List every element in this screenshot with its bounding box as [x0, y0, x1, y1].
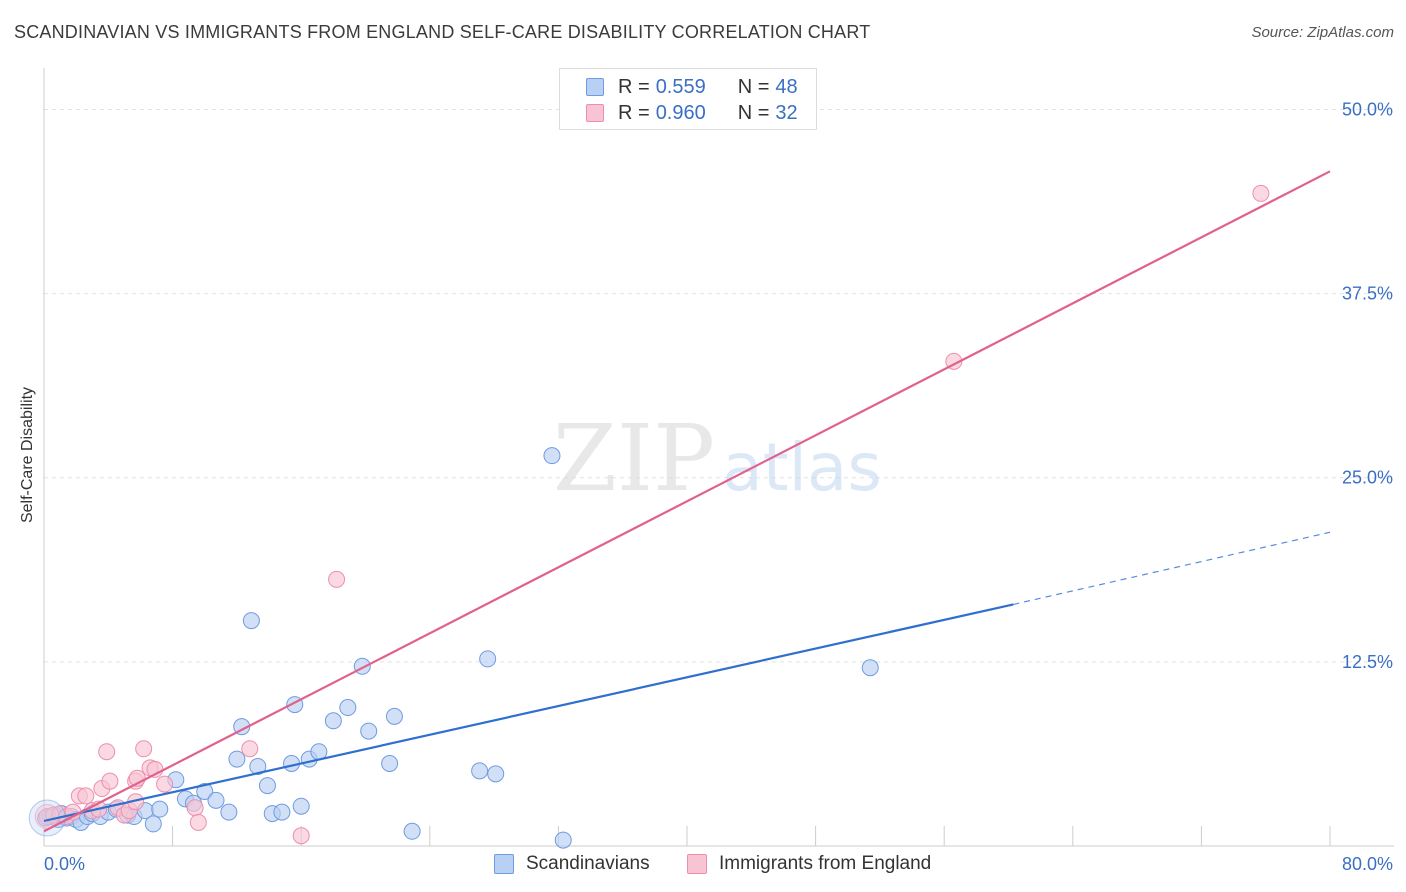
legend-n-value: 32: [775, 101, 798, 124]
x-tick-label: 80.0%: [1342, 854, 1393, 874]
scandinavian-point: [381, 755, 399, 773]
watermark: ZIP atlas: [553, 405, 882, 512]
england-point: [135, 740, 153, 758]
scandinavian-point: [324, 712, 342, 730]
scandinavian-point: [228, 750, 246, 768]
bottom-legend-england: Immigrants from England: [687, 852, 931, 876]
scandinavian-point: [487, 765, 505, 783]
scandinavian-point: [292, 797, 310, 815]
england-point: [189, 813, 207, 831]
scandinavian-point: [151, 800, 169, 818]
source-credit: Source: ZipAtlas.com: [1251, 24, 1394, 41]
scandinavian-point: [479, 650, 497, 668]
scandinavian-point: [258, 777, 276, 795]
scandinavian-trend-line: [43, 603, 1014, 823]
y-tick-label: 12.5%: [1342, 652, 1393, 672]
y-tick-label: 37.5%: [1342, 284, 1393, 304]
scandinavian-point: [220, 803, 238, 821]
bottom-legend-label: Scandinavians: [526, 853, 650, 874]
scandinavian-point: [360, 722, 378, 740]
scandinavian-point: [403, 822, 421, 840]
watermark-atlas: atlas: [722, 429, 882, 506]
scandinavian-point: [385, 707, 403, 725]
scandinavian-point: [249, 757, 267, 775]
england-point: [77, 787, 95, 805]
scandinavian-point: [196, 782, 214, 800]
legend-r-label: R =: [618, 101, 650, 124]
trend-layer: [43, 170, 1331, 833]
scandinavian-point: [242, 612, 260, 630]
bottom-legend-scandinavians: Scandinavians: [494, 852, 650, 876]
bottom-legend-label: Immigrants from England: [719, 853, 932, 874]
legend-row-scandinavians: R = 0.559 N = 48: [586, 75, 798, 99]
scandinavian-point: [273, 803, 291, 821]
england-point: [186, 799, 204, 817]
england-point: [101, 772, 119, 790]
scandinavian-point: [861, 659, 879, 677]
y-tick-label: 25.0%: [1342, 468, 1393, 488]
england-point: [1252, 184, 1270, 202]
scandinavian-point: [144, 815, 162, 833]
legend-swatch-blue: [586, 78, 604, 96]
legend-r-label: R =: [618, 75, 650, 98]
legend-row-england: R = 0.960 N = 32: [586, 101, 798, 125]
points-layer: [28, 184, 1270, 849]
tick-label-layer: 12.5% 25.0% 37.5% 50.0% 0.0% 80.0%: [44, 99, 1393, 874]
england-trend-line: [43, 170, 1331, 833]
legend-r-value: 0.960: [655, 101, 706, 124]
england-point: [156, 775, 174, 793]
bottom-legend-swatch-blue: [494, 854, 514, 874]
y-tick-label: 50.0%: [1342, 99, 1393, 119]
correlation-legend: R = 0.559 N = 48 R = 0.960 N = 32: [559, 68, 817, 130]
england-point: [292, 827, 310, 845]
watermark-zip: ZIP: [553, 405, 715, 512]
series-immigrants-from-england: [38, 184, 1270, 845]
scandinavian-point: [554, 831, 572, 849]
england-point: [98, 743, 116, 761]
chart-title: SCANDINAVIAN VS IMMIGRANTS FROM ENGLAND …: [14, 22, 871, 42]
x-tick-label: 0.0%: [44, 854, 85, 874]
legend-n-value: 48: [775, 75, 798, 98]
legend-r-value: 0.559: [655, 75, 706, 98]
bottom-legend-swatch-pink: [687, 854, 707, 874]
scandinavian-point: [543, 447, 561, 465]
grid-layer: [44, 108, 1390, 663]
england-point: [328, 570, 346, 588]
legend-swatch-pink: [586, 104, 604, 122]
legend-n-label: N =: [737, 75, 770, 98]
legend-n-label: N =: [737, 101, 770, 124]
scandinavian-point: [471, 762, 489, 780]
england-point: [241, 740, 259, 758]
scandinavian-point: [207, 791, 225, 809]
scandinavian-trend-extension: [1013, 531, 1331, 606]
scandinavian-point: [339, 699, 357, 717]
